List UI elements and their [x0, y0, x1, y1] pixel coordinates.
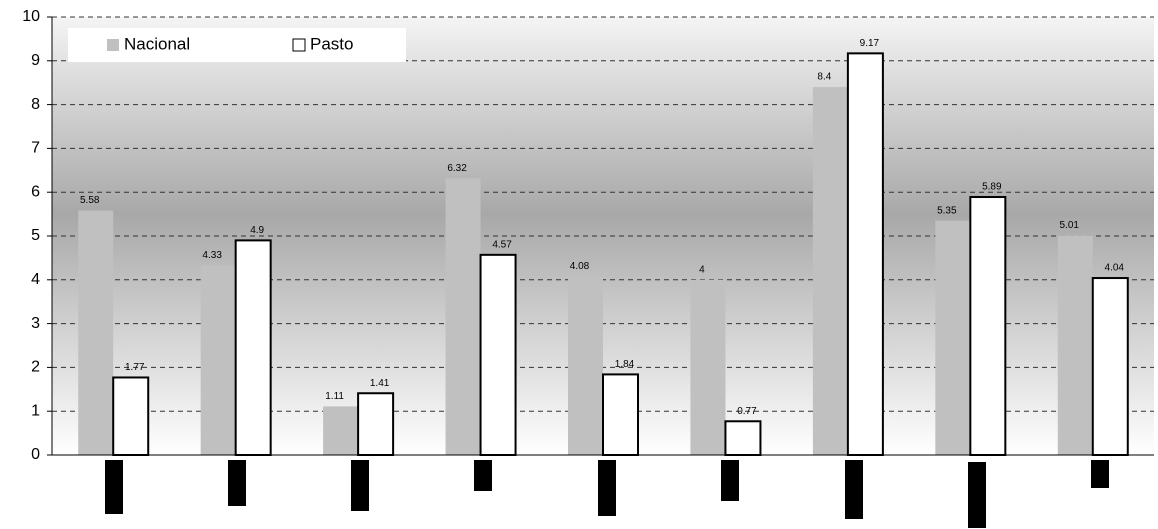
y-tick-label: 0 — [31, 446, 40, 463]
y-tick-label: 7 — [31, 140, 40, 157]
redaction — [968, 462, 986, 528]
legend-label: Pasto — [310, 34, 353, 53]
bar — [357, 392, 395, 457]
bar — [969, 196, 1007, 456]
y-tick-label: 1 — [31, 402, 40, 419]
bar — [812, 87, 848, 455]
data-label: 1.84 — [615, 359, 635, 370]
data-label: 5.58 — [80, 195, 100, 206]
bar — [200, 265, 236, 455]
legend-label: Nacional — [124, 34, 190, 53]
redaction — [228, 460, 246, 506]
y-tick-label: 2 — [31, 359, 40, 376]
data-label: 5.89 — [982, 182, 1002, 193]
redaction — [474, 460, 492, 491]
data-label: 1.11 — [325, 391, 344, 402]
legend-swatch — [107, 39, 119, 51]
bar — [568, 276, 603, 455]
bar — [690, 279, 726, 455]
legend-box — [68, 28, 406, 62]
data-label: 0.77 — [737, 406, 757, 417]
bar — [445, 178, 481, 455]
y-tick-label: 5 — [31, 227, 40, 244]
redaction — [1091, 460, 1109, 488]
y-tick-label: 3 — [31, 315, 40, 332]
bar — [1091, 277, 1129, 456]
data-label: 6.32 — [447, 163, 467, 174]
y-tick-label: 6 — [31, 183, 40, 200]
y-tick-label: 9 — [31, 52, 40, 69]
y-tick-label: 10 — [22, 8, 40, 25]
bar — [602, 373, 639, 456]
bar — [323, 406, 359, 455]
redaction — [105, 460, 123, 514]
redaction — [598, 460, 616, 516]
data-label: 4.57 — [492, 239, 512, 250]
redaction — [721, 460, 739, 501]
data-label: 1.41 — [370, 378, 390, 389]
data-label: 4.9 — [250, 225, 264, 236]
redaction — [351, 460, 369, 511]
redaction — [845, 460, 863, 519]
bar — [935, 220, 971, 455]
legend: Nacional Pasto — [107, 34, 353, 53]
data-label: 1.77 — [125, 362, 145, 373]
bar — [112, 376, 150, 456]
y-tick-label: 8 — [31, 96, 40, 113]
data-label: 8.4 — [817, 72, 831, 83]
bar — [234, 239, 272, 456]
bar — [724, 420, 762, 456]
data-label: 9.17 — [860, 38, 880, 49]
data-label: 4.08 — [570, 261, 590, 272]
data-label: 4.04 — [1105, 263, 1125, 274]
data-label: 5.01 — [1060, 220, 1080, 231]
bar — [846, 52, 884, 456]
data-label: 5.35 — [937, 205, 957, 216]
data-label: 4.33 — [202, 250, 222, 261]
bar — [78, 210, 114, 455]
legend-swatch — [292, 38, 306, 52]
data-label: 4 — [699, 264, 705, 275]
bar — [479, 253, 517, 456]
bar — [1057, 235, 1093, 455]
redactions — [105, 460, 1109, 528]
y-tick-label: 4 — [31, 271, 40, 288]
